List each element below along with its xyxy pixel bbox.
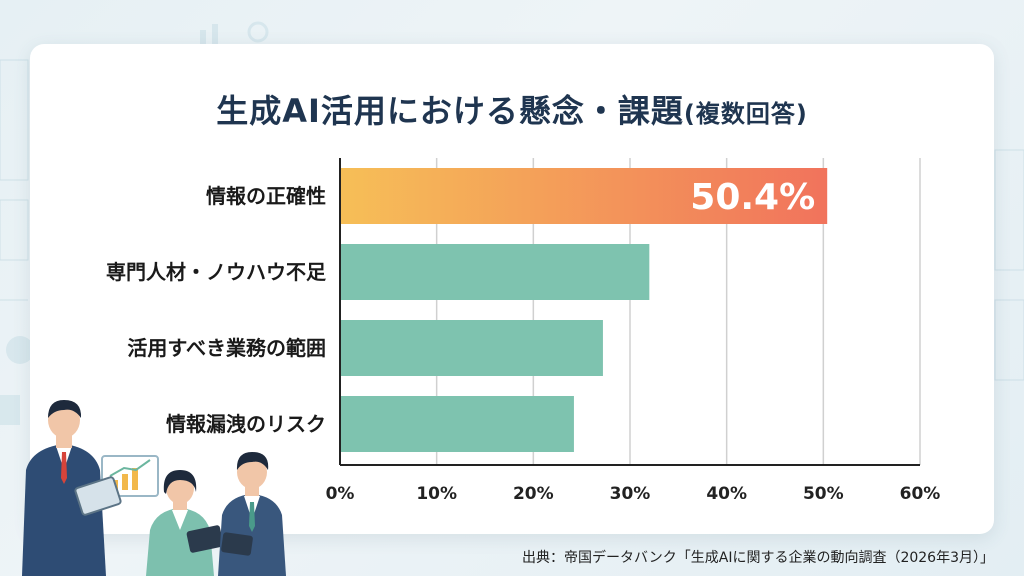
x-tick-label-60: 60% xyxy=(900,484,941,504)
x-tick-label-50: 50% xyxy=(803,484,844,504)
man-with-tablet xyxy=(22,400,122,576)
x-tick-label-30: 30% xyxy=(610,484,651,504)
bar-2 xyxy=(340,244,650,300)
bar-1 xyxy=(340,168,828,224)
bars xyxy=(340,168,828,452)
chart-title: 生成AI活用における懸念・課題(複数回答) xyxy=(0,86,1024,132)
category-label-2: 専門人材・ノウハウ不足 xyxy=(106,260,327,284)
woman-with-tablet xyxy=(146,470,224,576)
x-tick-label-40: 40% xyxy=(706,484,747,504)
x-tick-label-20: 20% xyxy=(513,484,554,504)
source-citation: 出典：帝国データバンク「生成AIに関する企業の動向調査（2026年3月）」 xyxy=(522,550,994,566)
bar-4 xyxy=(340,396,574,452)
title-note: (複数回答) xyxy=(683,100,808,128)
category-label-3: 活用すべき業務の範囲 xyxy=(127,336,326,360)
bar-value-label-1: 50.4% xyxy=(690,177,815,218)
x-tick-label-0: 0% xyxy=(326,484,355,504)
bar-value-labels: 50.4% xyxy=(690,177,815,218)
bar-3 xyxy=(340,320,603,376)
category-label-1: 情報の正確性 xyxy=(206,184,326,208)
title-text: 生成AI活用における懸念・課題 xyxy=(216,92,684,130)
man-looking-at-tablet xyxy=(218,452,286,576)
x-tick-label-10: 10% xyxy=(416,484,457,504)
x-tick-labels: 0% 10% 20% 30% 40% 50% 60% xyxy=(326,484,941,504)
category-label-4: 情報漏洩のリスク xyxy=(166,412,326,436)
